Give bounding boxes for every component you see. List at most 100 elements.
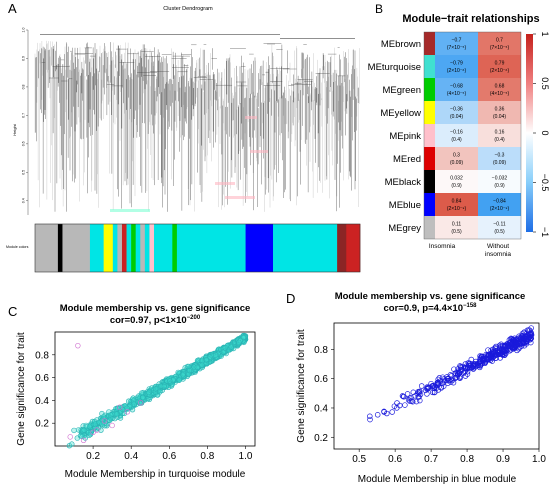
- module-label: MEred: [393, 154, 421, 165]
- dendrogram-tick-label: 0.6: [22, 141, 26, 146]
- panel-d-scatter-blue: D Module membership vs. gene significanc…: [286, 291, 546, 485]
- cell-correlation: 0.3: [453, 153, 460, 159]
- dendrogram-highlight: [110, 209, 150, 212]
- scatter-point: [240, 334, 247, 341]
- cell-correlation: 0.11: [452, 222, 462, 228]
- scatter-point: [203, 357, 209, 363]
- heatmap-cell: [435, 170, 478, 193]
- scatter-point: [428, 380, 434, 387]
- scatter-point: [374, 412, 381, 418]
- y-tick-label: 0.2: [35, 419, 49, 430]
- module-color-segment: [273, 224, 338, 272]
- scatter-point: [176, 377, 183, 383]
- module-color-segment: [140, 224, 146, 272]
- scatter-point: [126, 403, 133, 410]
- scatter-point: [106, 417, 113, 424]
- scatter-point: [462, 365, 468, 371]
- scatter-point: [408, 398, 415, 404]
- heatmap-cell: [435, 216, 478, 239]
- scatter-point: [511, 341, 518, 347]
- scatter-c-y-label: Gene significance for trait: [16, 332, 27, 446]
- scatter-point-outlier: [101, 418, 108, 424]
- heatmap-cell: [435, 55, 478, 78]
- scatter-point: [407, 398, 413, 404]
- scatter-point: [462, 373, 469, 379]
- module-label: MEblack: [385, 177, 422, 188]
- scatter-point: [228, 344, 234, 350]
- scatter-point: [485, 347, 491, 353]
- cell-p-value: (2×10⁻⁹): [447, 206, 467, 212]
- cell-correlation: −0.032: [492, 176, 508, 182]
- module-color-segment: [337, 224, 347, 272]
- module-colors-frame: [34, 223, 361, 273]
- module-color-segment: [103, 224, 114, 272]
- cell-correlation: −0.3: [495, 153, 505, 159]
- heatmap-cell: [478, 55, 521, 78]
- col-label-line: insomnia: [485, 251, 511, 258]
- scatter-point: [212, 352, 219, 358]
- heatmap-cell: [478, 78, 521, 101]
- cell-correlation: 0.7: [496, 38, 503, 44]
- module-label: MEgrey: [388, 223, 421, 234]
- scatter-point: [439, 374, 446, 380]
- scatter-point: [99, 421, 105, 427]
- panel-c-scatter-turquoise: C Module membership vs. gene significanc…: [8, 303, 256, 480]
- scatter-d-ticks: 0.5 0.6 0.7 0.8 0.9 1.0 0.2 0.4 0.6 0.8: [314, 345, 546, 465]
- cell-p-value: (7×10⁻⁵): [447, 45, 467, 51]
- heatmap-cell: [435, 78, 478, 101]
- scatter-point: [527, 333, 533, 340]
- scatter-point: [86, 423, 93, 430]
- scatter-point: [496, 347, 503, 353]
- scatter-point: [445, 376, 451, 382]
- scatter-point: [448, 376, 455, 383]
- scatter-point: [121, 410, 128, 417]
- dendrogram-y-label: Height: [12, 123, 17, 135]
- scatter-point: [521, 334, 528, 341]
- scatter-point: [493, 352, 500, 358]
- cell-correlation: −0.68: [450, 84, 463, 90]
- scatter-point: [186, 367, 193, 374]
- scatter-point: [502, 347, 508, 354]
- cell-correlation: −0.16: [450, 130, 463, 136]
- dendrogram-y-ticks: 1.0 0.9 0.8 0.7 0.6 0.5 0.4: [22, 28, 28, 203]
- module-swatch: [424, 170, 435, 193]
- module-swatch: [424, 55, 435, 78]
- module-color-segment: [144, 224, 150, 272]
- scatter-point-outlier: [124, 409, 131, 415]
- module-label: MEpink: [389, 131, 421, 142]
- cell-correlation: 0.032: [450, 176, 463, 182]
- scatter-point: [157, 389, 163, 395]
- heatmap-cell: [478, 170, 521, 193]
- scatter-point: [415, 394, 421, 400]
- cell-p-value: (0.09): [450, 160, 463, 166]
- cell-correlation: −0.7: [452, 38, 462, 44]
- x-tick-label: 0.2: [86, 451, 100, 462]
- x-tick-label: 0.9: [496, 454, 510, 465]
- scatter-point: [451, 366, 457, 372]
- scatter-point: [389, 409, 395, 415]
- scatter-point: [220, 349, 227, 355]
- scatter-point: [107, 412, 114, 418]
- scatter-point: [381, 409, 387, 415]
- y-tick-label: 0.2: [314, 433, 328, 444]
- module-color-segment: [172, 224, 178, 272]
- scatter-point: [402, 402, 408, 408]
- scatter-c-ticks: 0.2 0.4 0.6 0.8 1.0 0.2 0.4 0.6 0.8: [35, 350, 253, 462]
- scatter-point: [520, 339, 526, 345]
- colorbar-tick-label: 0: [540, 130, 550, 135]
- colorbar-tick-label: −1: [540, 227, 550, 237]
- scatter-point: [438, 385, 445, 391]
- module-color-segment: [176, 224, 246, 272]
- scatter-point: [399, 393, 406, 399]
- heatmap-rows: MEbrown −0.7(7×10⁻⁵)0.7(7×10⁻⁵)MEturquois…: [368, 32, 521, 239]
- cell-p-value: (0.5): [494, 229, 505, 235]
- cell-correlation: −0.79: [450, 61, 463, 67]
- module-color-segment: [89, 224, 104, 272]
- scatter-point: [117, 415, 124, 421]
- scatter-c-stat: cor=0.97, p<1×10: [110, 315, 187, 326]
- x-tick-label: 0.8: [200, 451, 214, 462]
- scatter-point: [475, 362, 482, 369]
- dendrogram-highlight: [245, 116, 257, 119]
- scatter-point: [158, 383, 164, 389]
- scatter-d-points: [367, 325, 535, 423]
